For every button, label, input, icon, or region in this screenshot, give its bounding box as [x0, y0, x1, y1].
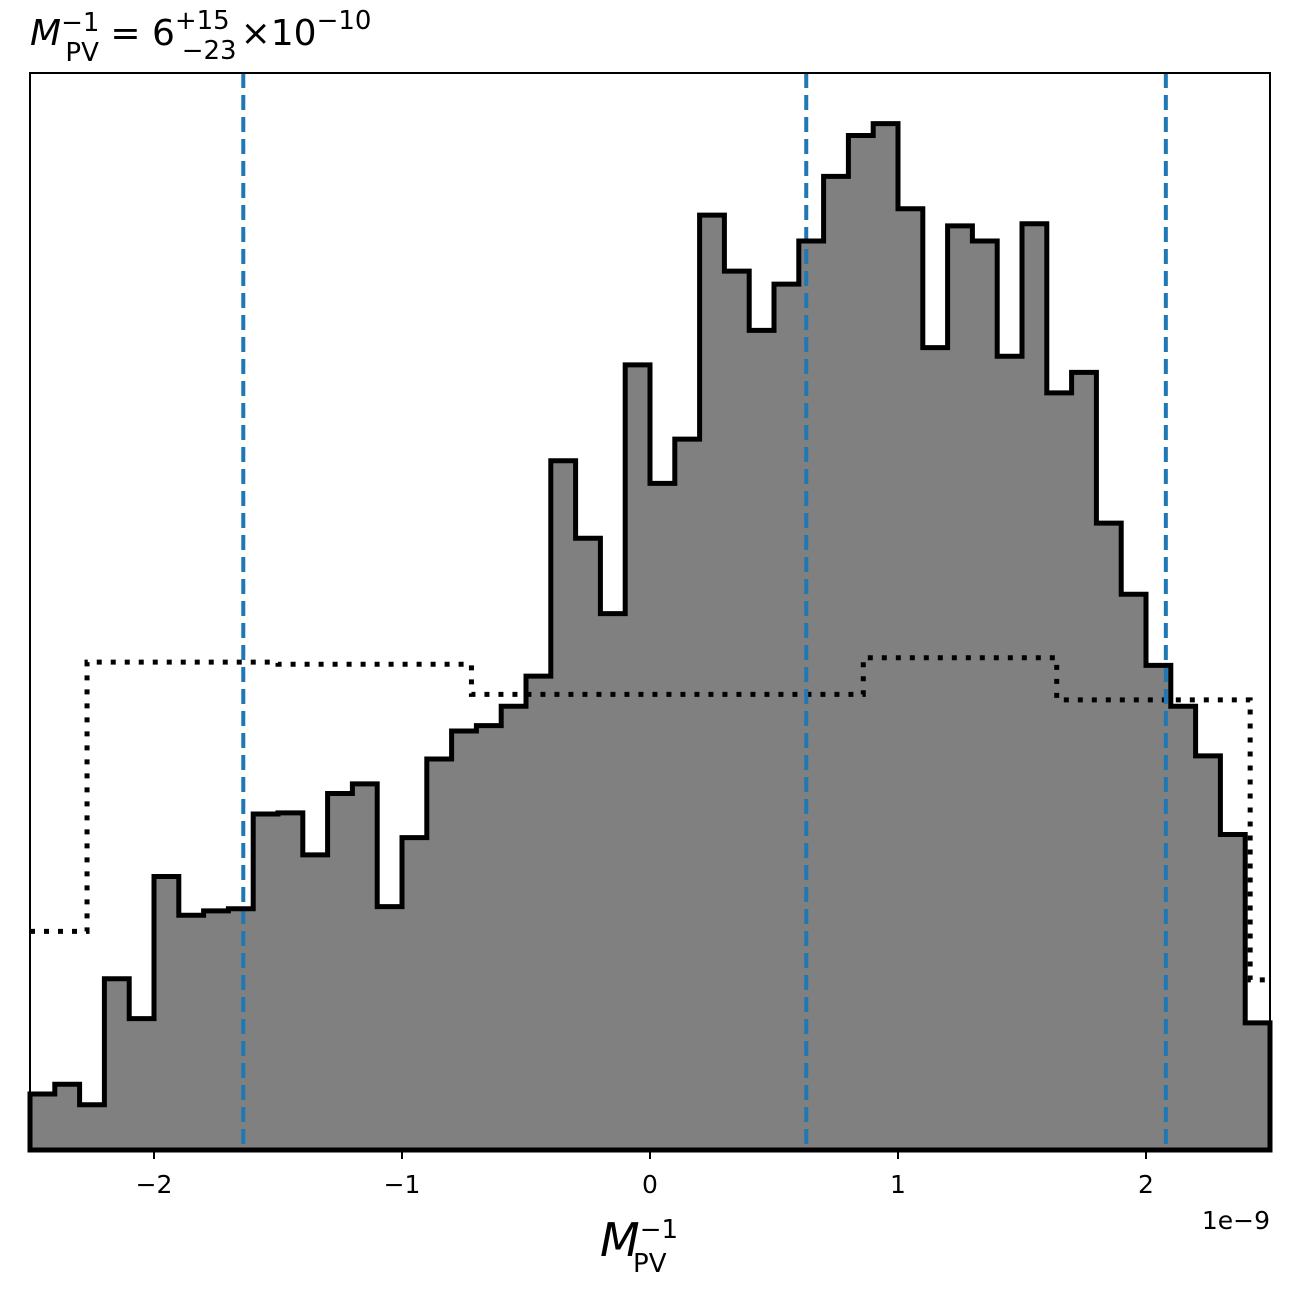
quantile-lines [241, 73, 1168, 1150]
title-err-plus: +15 [175, 6, 230, 36]
prior-histogram-line [30, 655, 1270, 983]
x-tick-label-3: 1 [890, 1170, 906, 1199]
title-power-exp: −10 [317, 6, 372, 36]
title-base-sub: PV [65, 38, 99, 68]
posterior-histogram-outline [27, 121, 1273, 1153]
x-tick-label-1: −1 [384, 1170, 421, 1199]
x-tick-label-2: 0 [642, 1170, 658, 1199]
title-err-minus: −23 [182, 36, 237, 66]
title-base-sup: −1 [61, 8, 99, 38]
title-base: M [30, 13, 61, 54]
xlabel-sub: PV [633, 1249, 667, 1279]
x-tick-label-4: 2 [1138, 1170, 1154, 1199]
chart-title: M−1 PV = 6+15 −23 ×10−10 [30, 6, 371, 68]
x-tick-label-0: −2 [136, 1170, 173, 1199]
x-offset-label: 1e−9 [1202, 1206, 1270, 1235]
xlabel-base: M [600, 1213, 640, 1267]
title-value: 6 [152, 13, 175, 54]
plot-area [27, 73, 1273, 1153]
posterior-histogram-fill [30, 123, 1270, 1150]
xlabel-sup: −1 [640, 1215, 678, 1245]
x-axis-label: M−1 PV [600, 1213, 678, 1279]
title-power-base: 10 [271, 13, 317, 54]
title-equals: = [110, 13, 140, 54]
x-axis-ticks: −2 −1 0 1 2 [136, 1150, 1154, 1199]
title-times: × [241, 13, 271, 54]
